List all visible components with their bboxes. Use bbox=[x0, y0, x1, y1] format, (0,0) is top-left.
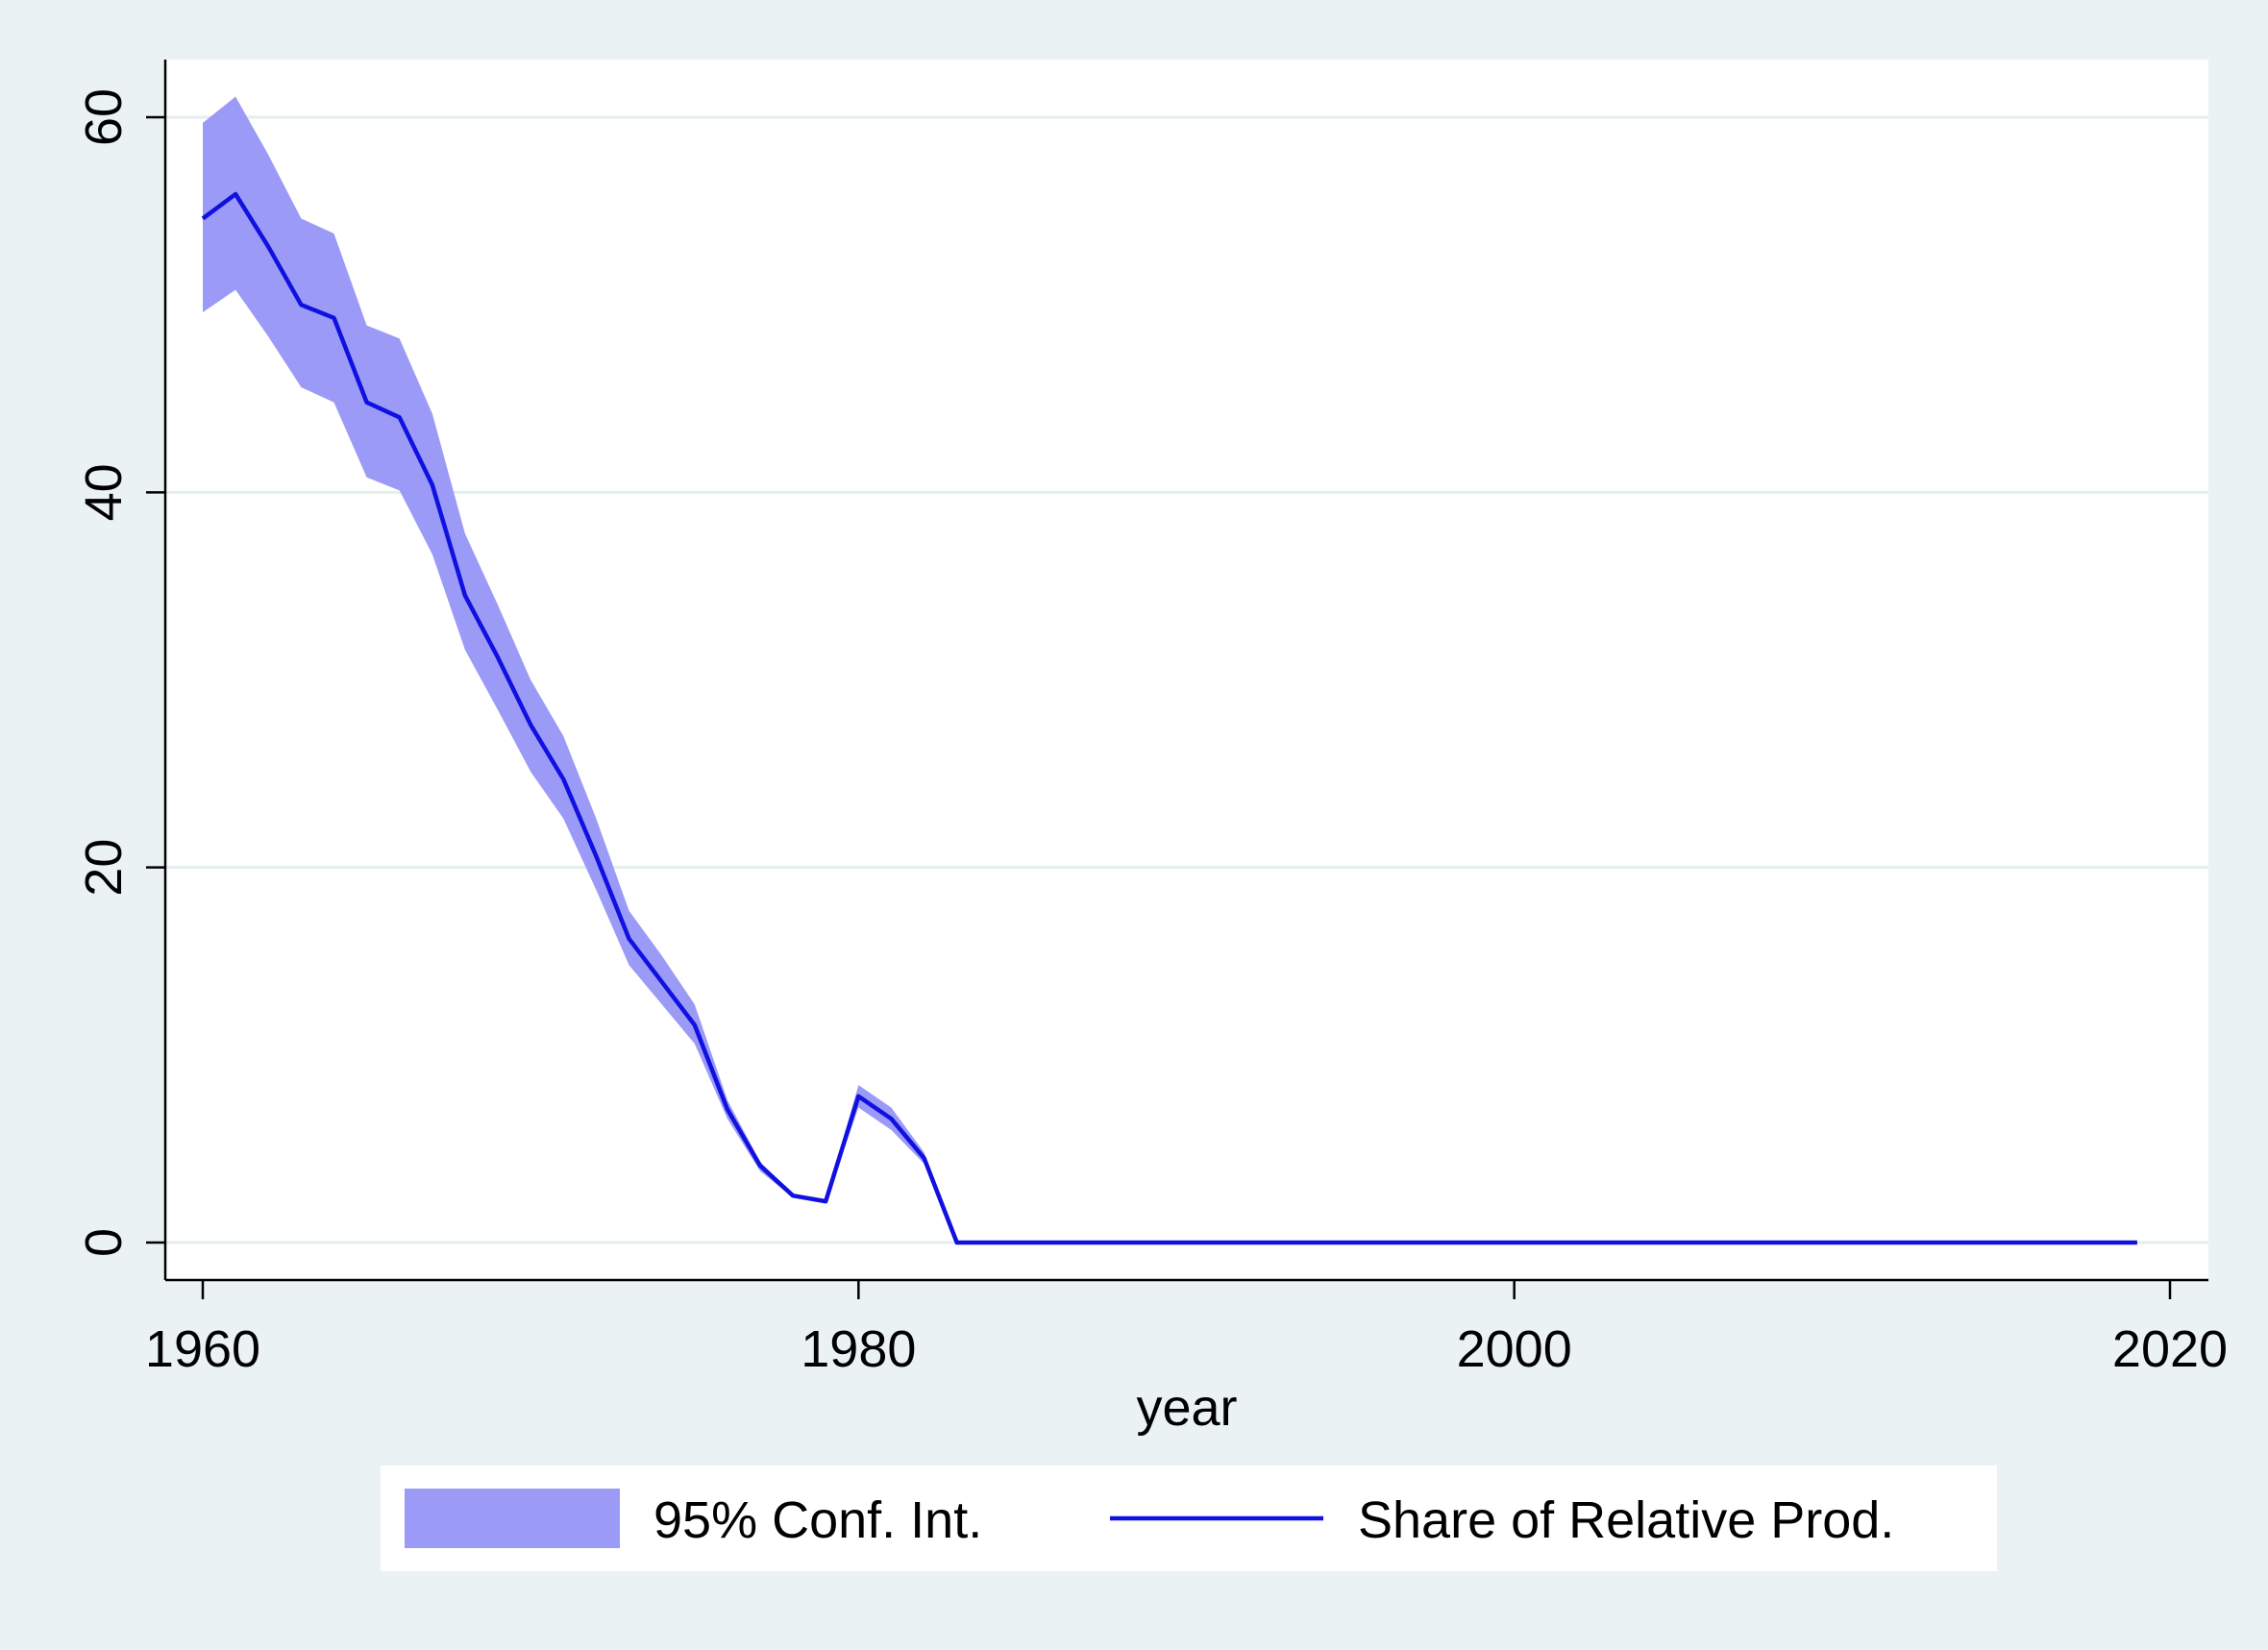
y-tick-label-40: 40 bbox=[75, 463, 133, 521]
legend-label-line: Share of Relative Prod. bbox=[1358, 1491, 1894, 1549]
legend-label-band: 95% Conf. Int. bbox=[653, 1491, 982, 1549]
x-tick-label-2000: 2000 bbox=[1457, 1320, 1572, 1378]
y-tick-label-60: 60 bbox=[75, 88, 133, 146]
x-axis-ticks: 1960 1980 2000 2020 bbox=[145, 1280, 2228, 1378]
plot-area bbox=[165, 60, 2208, 1280]
y-tick-label-0: 0 bbox=[75, 1228, 133, 1257]
y-tick-label-20: 20 bbox=[75, 839, 133, 897]
legend-swatch-band bbox=[405, 1489, 620, 1548]
legend: 95% Conf. Int. Share of Relative Prod. bbox=[381, 1465, 1997, 1571]
x-tick-label-1980: 1980 bbox=[801, 1320, 916, 1378]
x-axis-title: year bbox=[1136, 1379, 1237, 1437]
x-tick-label-2020: 2020 bbox=[2112, 1320, 2228, 1378]
series-line-share-of-relative-prod bbox=[201, 191, 2137, 1245]
x-tick-label-1960: 1960 bbox=[145, 1320, 260, 1378]
y-axis-ticks: 0 20 40 60 bbox=[75, 88, 165, 1257]
